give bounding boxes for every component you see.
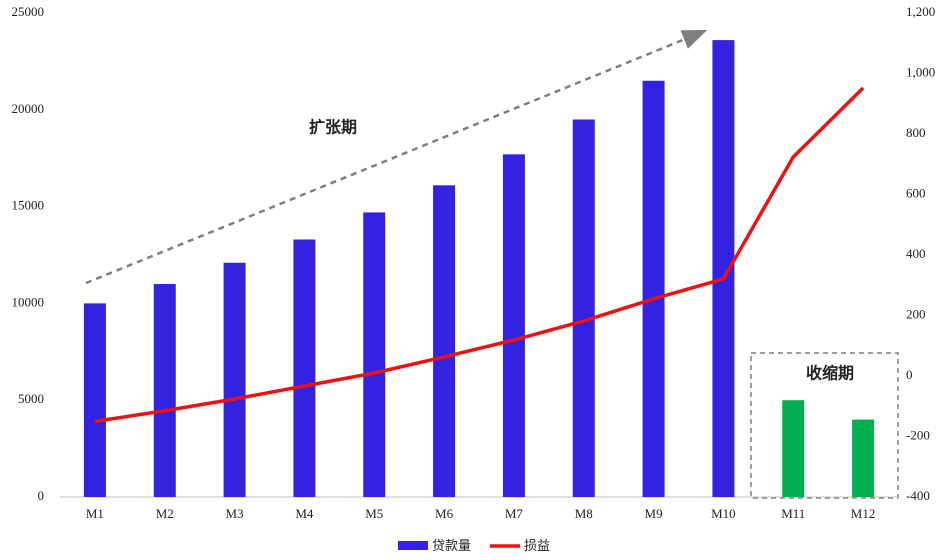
trend-arrow [85, 29, 708, 285]
bar [433, 185, 456, 497]
y-tick-label: 20000 [12, 101, 45, 116]
x-tick-label: M6 [435, 506, 454, 521]
y-tick-label: 10000 [12, 294, 45, 309]
x-tick-label: M12 [851, 506, 876, 521]
y2-tick-label: 1,200 [906, 4, 935, 19]
bar [363, 212, 386, 497]
line [94, 86, 865, 424]
bar [642, 80, 665, 497]
y2-tick-label: 400 [906, 246, 926, 261]
bar [852, 419, 875, 497]
bar [83, 303, 106, 497]
bar [572, 119, 595, 497]
x-tick-label: M1 [86, 506, 104, 521]
x-tick-label: M10 [711, 506, 736, 521]
y-tick-label: 0 [38, 488, 45, 503]
bar [153, 284, 176, 497]
x-tick-label: M7 [505, 506, 524, 521]
y2-tick-label: 1,000 [906, 64, 935, 79]
legend-label: 损益 [524, 538, 550, 553]
y2-tick-label: 0 [906, 367, 913, 382]
x-tick-label: M11 [781, 506, 805, 521]
legend-label: 贷款量 [432, 538, 471, 553]
y2-tick-label: -400 [906, 488, 930, 503]
bar [223, 262, 246, 497]
annotation: 收缩期 [806, 364, 854, 383]
y-tick-label: 25000 [12, 4, 45, 19]
x-tick-label: M8 [575, 506, 593, 521]
x-tick-label: M2 [156, 506, 174, 521]
bar [782, 400, 805, 497]
y2-tick-label: -200 [906, 427, 930, 442]
x-tick-label: M9 [645, 506, 663, 521]
x-tick-label: M5 [365, 506, 383, 521]
y2-tick-label: 600 [906, 185, 926, 200]
annotation: 扩张期 [309, 118, 357, 137]
x-tick-label: M4 [295, 506, 314, 521]
bar [293, 239, 316, 497]
y2-tick-label: 800 [906, 125, 926, 140]
y-tick-label: 15000 [12, 198, 45, 213]
y-tick-label: 5000 [18, 391, 44, 406]
contraction-box [750, 352, 899, 499]
bar [712, 40, 735, 497]
bar [502, 154, 525, 497]
y2-tick-label: 200 [906, 306, 926, 321]
legend-swatch [398, 541, 428, 550]
x-tick-label: M3 [226, 506, 244, 521]
